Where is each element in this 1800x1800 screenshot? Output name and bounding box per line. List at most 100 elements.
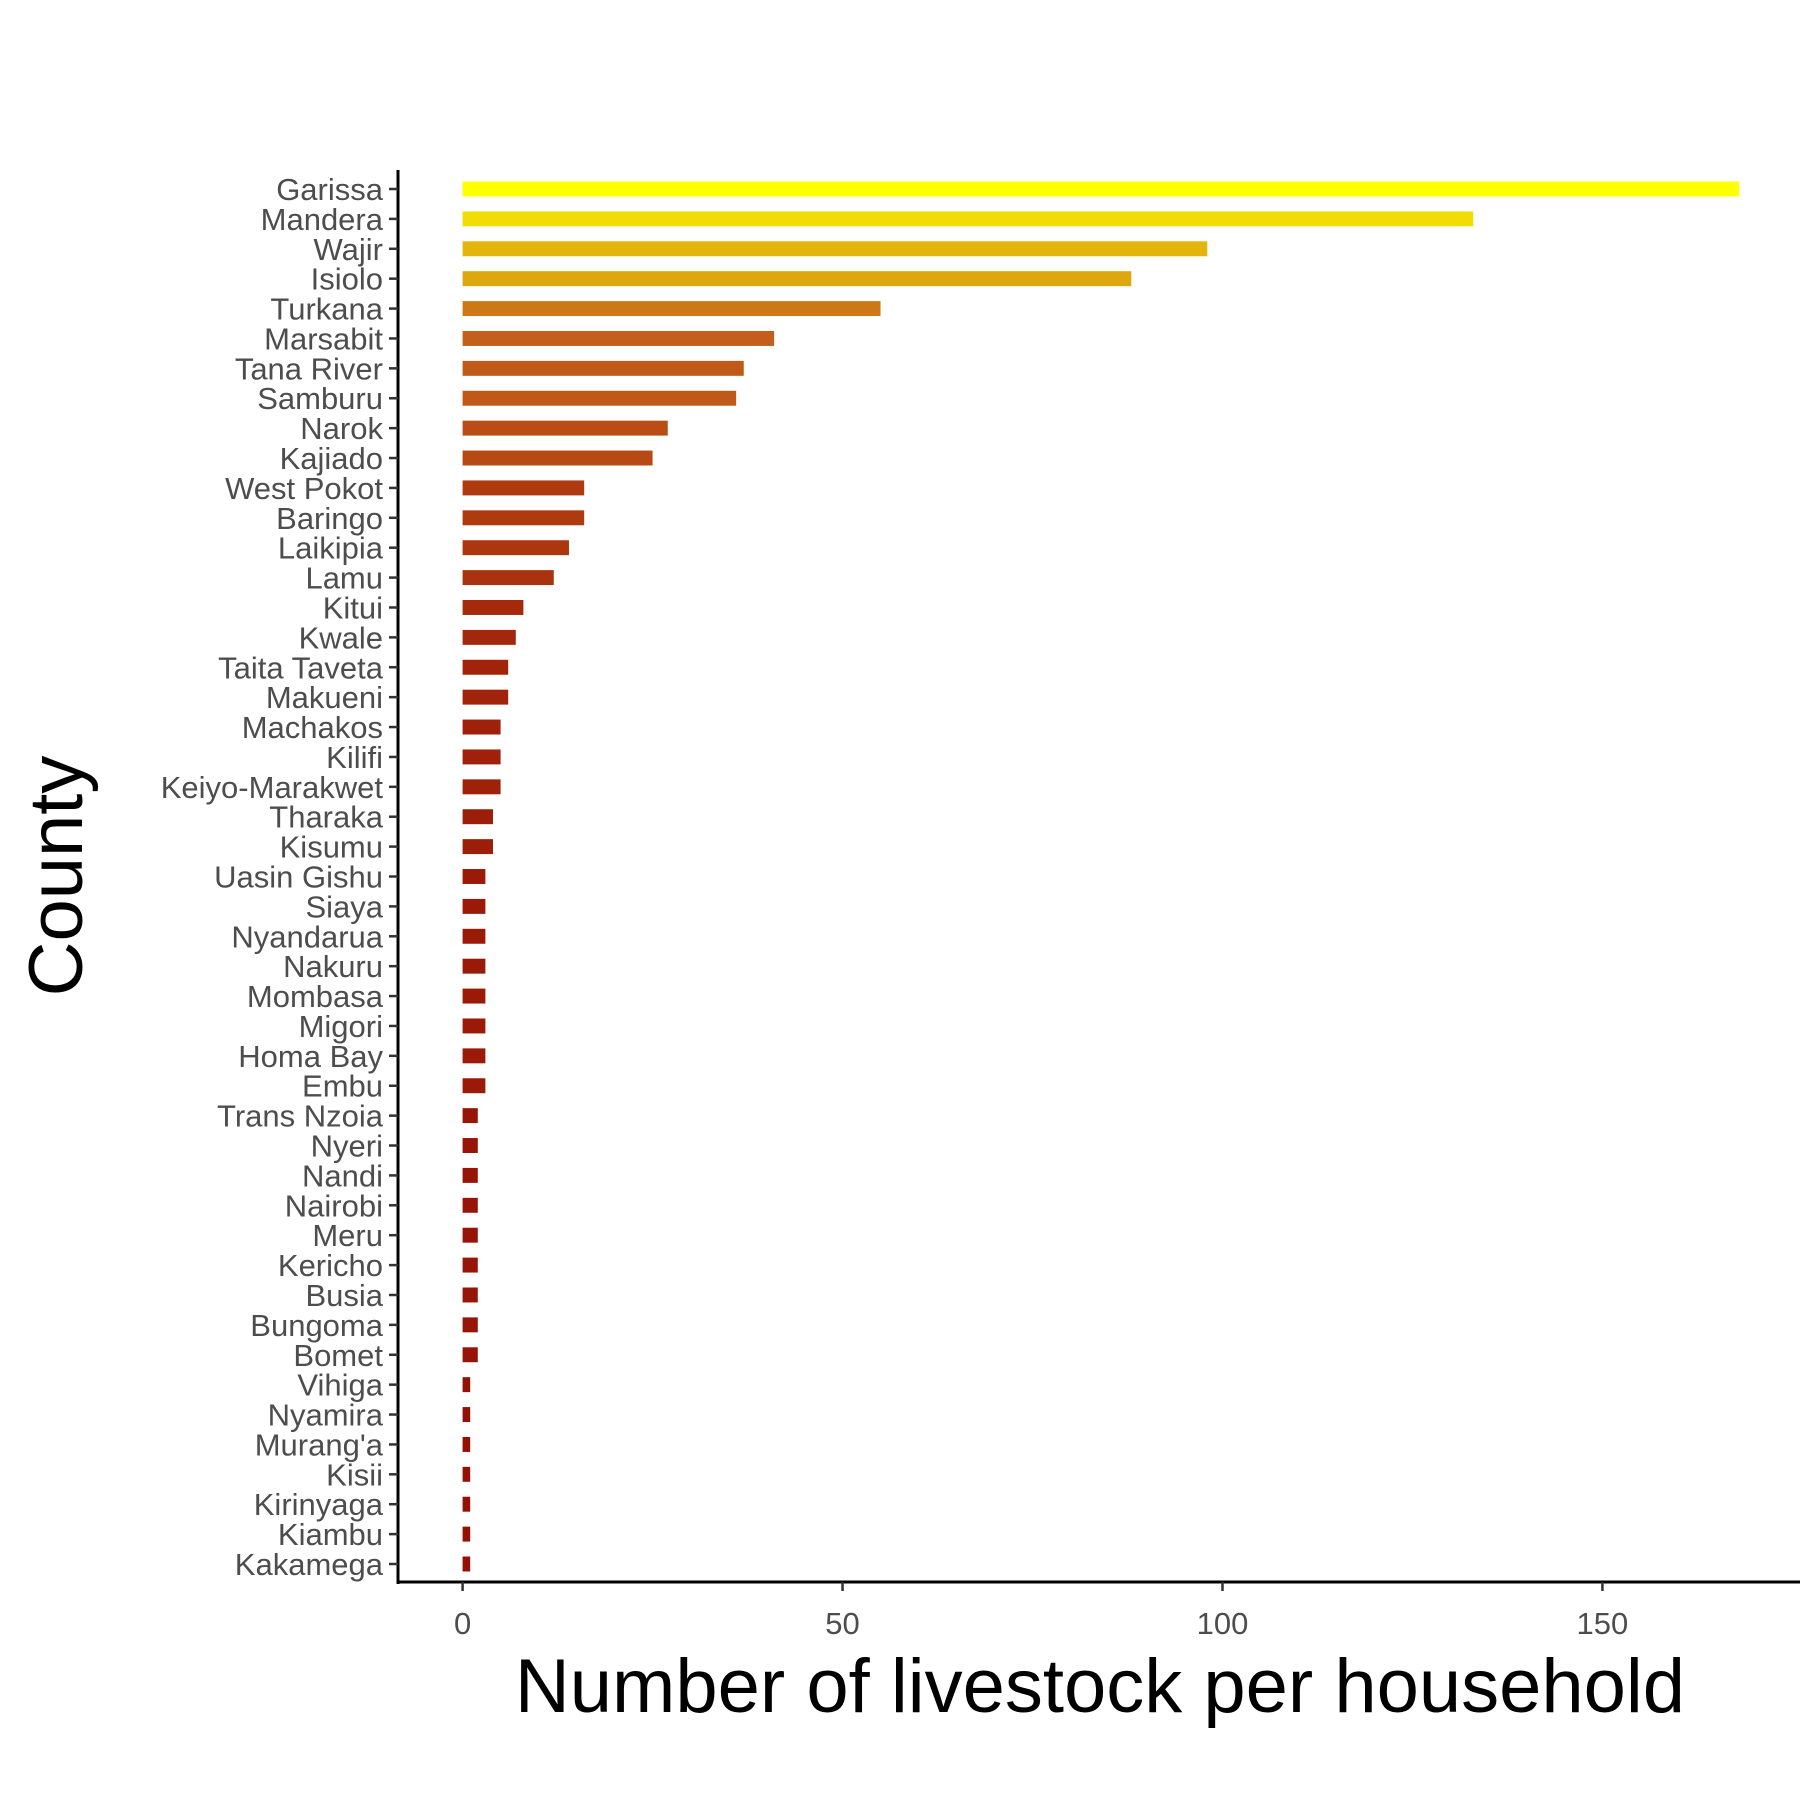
y-tick-label: Taita Taveta: [218, 650, 384, 685]
y-tick-label: Meru: [312, 1218, 383, 1253]
bar: [462, 898, 486, 914]
bar: [462, 1347, 478, 1363]
bar: [462, 1227, 478, 1243]
y-tick-label: Uasin Gishu: [214, 860, 383, 895]
y-tick-label: Kirinyaga: [254, 1487, 384, 1522]
y-tick-label: Lamu: [305, 561, 383, 596]
y-tick-label: Kericho: [278, 1248, 383, 1283]
bar: [462, 570, 554, 586]
bar: [462, 869, 486, 884]
bars-group: [462, 181, 1740, 1572]
y-tick-label: Nyandarua: [231, 919, 383, 954]
y-tick-label: Marsabit: [264, 321, 383, 356]
y-tick-label: Homa Bay: [238, 1039, 383, 1074]
y-tick-label: Garissa: [276, 172, 384, 207]
bar: [462, 390, 737, 406]
y-tick-label: Samburu: [257, 381, 383, 416]
bar: [462, 1257, 478, 1273]
bar: [462, 211, 1474, 227]
bar: [462, 719, 501, 735]
y-tick-label: Murang'a: [255, 1427, 384, 1462]
bar: [462, 928, 486, 944]
bar: [462, 1197, 478, 1213]
bar: [462, 510, 585, 526]
y-tick-label: Tana River: [235, 351, 383, 386]
y-tick-label: Nakuru: [283, 949, 383, 984]
bar: [462, 480, 585, 496]
bar: [462, 689, 509, 705]
bar: [462, 1138, 478, 1153]
bar: [462, 1377, 471, 1393]
bar: [462, 809, 493, 825]
y-tick-label: Busia: [305, 1278, 383, 1313]
y-tick-label: Narok: [300, 411, 383, 446]
bar: [462, 749, 501, 765]
bar: [462, 629, 516, 645]
bar: [462, 1436, 471, 1452]
bar: [462, 241, 1208, 257]
y-tick-label: Migori: [299, 1009, 383, 1044]
y-tick-label: Machakos: [242, 710, 383, 745]
y-tick-label: Bungoma: [250, 1308, 383, 1343]
bar: [462, 1167, 478, 1183]
y-tick-label: Kakamega: [235, 1547, 384, 1582]
bar: [462, 1556, 471, 1572]
x-tick-label: 50: [825, 1606, 859, 1641]
y-tick-label: Kisii: [326, 1457, 383, 1492]
x-ticks-group: 0 50 100 150: [454, 1582, 1628, 1641]
y-tick-label: Makueni: [266, 680, 383, 715]
y-tick-label: Mandera: [261, 202, 384, 237]
bar: [462, 1108, 478, 1124]
bar: [462, 301, 881, 317]
bar: [462, 330, 775, 346]
bar: [462, 1526, 471, 1542]
y-tick-label: Keiyo-Marakwet: [161, 770, 384, 805]
x-axis-title: Number of livestock per household: [515, 1644, 1685, 1729]
bar: [462, 1018, 486, 1034]
bar: [462, 181, 1740, 197]
bar: [462, 1048, 486, 1064]
y-tick-label: Vihiga: [297, 1368, 383, 1403]
bar: [462, 1466, 471, 1482]
y-tick-label: Wajir: [314, 232, 383, 267]
y-tick-label: Bomet: [293, 1338, 383, 1373]
bar: [462, 1287, 478, 1303]
y-tick-label: Isiolo: [311, 262, 383, 297]
y-ticks-group: GarissaManderaWajirIsioloTurkanaMarsabit…: [161, 172, 398, 1582]
y-tick-label: Tharaka: [269, 800, 383, 835]
y-tick-label: Kitui: [323, 590, 383, 625]
y-tick-label: Kwale: [299, 620, 383, 655]
y-tick-label: Nyamira: [268, 1398, 384, 1433]
bar: [462, 600, 524, 615]
y-axis-title: County: [14, 756, 99, 997]
bar: [462, 988, 486, 1004]
bar: [462, 271, 1132, 287]
y-tick-label: West Pokot: [225, 471, 383, 506]
y-tick-label: Kisumu: [280, 830, 383, 865]
bar: [462, 1317, 478, 1333]
y-tick-label: Trans Nzoia: [217, 1099, 384, 1134]
y-tick-label: Kilifi: [326, 740, 383, 775]
y-tick-label: Nandi: [302, 1158, 383, 1193]
y-tick-label: Baringo: [276, 501, 383, 536]
bar: [462, 1407, 471, 1423]
bar: [462, 779, 501, 795]
bar: [462, 450, 653, 466]
bar: [462, 659, 509, 675]
bar: [462, 540, 569, 556]
y-tick-label: Siaya: [305, 889, 383, 924]
x-tick-label: 0: [454, 1606, 471, 1641]
y-tick-label: Kajiado: [280, 441, 383, 476]
bar: [462, 1496, 471, 1512]
bar: [462, 360, 744, 376]
bar: [462, 958, 486, 974]
bar: [462, 420, 668, 436]
y-tick-label: Mombasa: [247, 979, 384, 1014]
bar: [462, 1078, 486, 1094]
y-tick-label: Nyeri: [311, 1129, 383, 1164]
y-tick-label: Laikipia: [278, 531, 384, 566]
y-tick-label: Kiambu: [278, 1517, 383, 1552]
x-tick-label: 100: [1197, 1606, 1249, 1641]
y-tick-label: Embu: [302, 1069, 383, 1104]
